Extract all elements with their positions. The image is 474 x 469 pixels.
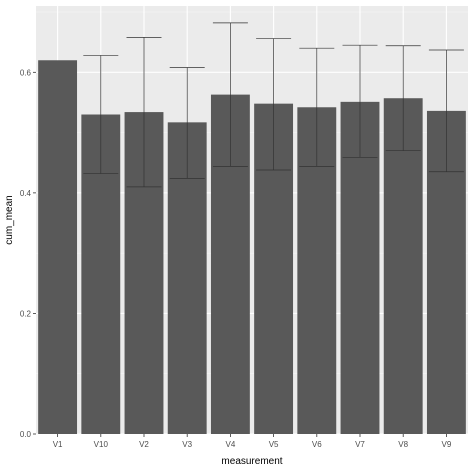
x-tick-label: V7 <box>355 440 365 449</box>
y-axis-title: cum_mean <box>4 195 15 244</box>
x-axis: V1 V10 V2 V3 V4 V5 V6 V7 V8 V9 <box>53 434 452 449</box>
errorbar-v3 <box>169 67 205 179</box>
x-tick-label: V6 <box>312 440 322 449</box>
y-tick-label: 0.0 <box>20 430 32 439</box>
x-tick-label: V4 <box>226 440 236 449</box>
errorbar-v5 <box>256 38 292 171</box>
errorbar-v10 <box>83 55 119 174</box>
x-tick-label: V3 <box>182 440 192 449</box>
errorbar-v8 <box>385 45 421 152</box>
errorbar-v6 <box>299 47 335 167</box>
bar-v8 <box>383 98 423 434</box>
x-tick-label: V9 <box>442 440 452 449</box>
x-tick-label: V5 <box>269 440 279 449</box>
y-tick-label: 0.4 <box>20 189 32 198</box>
x-tick-label: V2 <box>139 440 149 449</box>
bar-v1 <box>38 60 78 435</box>
x-axis-title: measurement <box>221 456 282 467</box>
bars <box>38 60 466 435</box>
x-tick-label: V8 <box>398 440 408 449</box>
errorbar-v4 <box>212 22 248 167</box>
errorbar-v7 <box>342 44 378 158</box>
error-bars <box>83 22 464 188</box>
y-axis: 0.0 0.2 0.4 0.6 <box>20 68 36 439</box>
y-tick-label: 0.6 <box>20 68 32 77</box>
x-tick-label: V1 <box>53 440 63 449</box>
x-tick-label: V10 <box>94 440 109 449</box>
y-tick-label: 0.2 <box>20 309 32 318</box>
errorbar-v2 <box>126 36 162 188</box>
errorbar-v9 <box>428 49 464 173</box>
